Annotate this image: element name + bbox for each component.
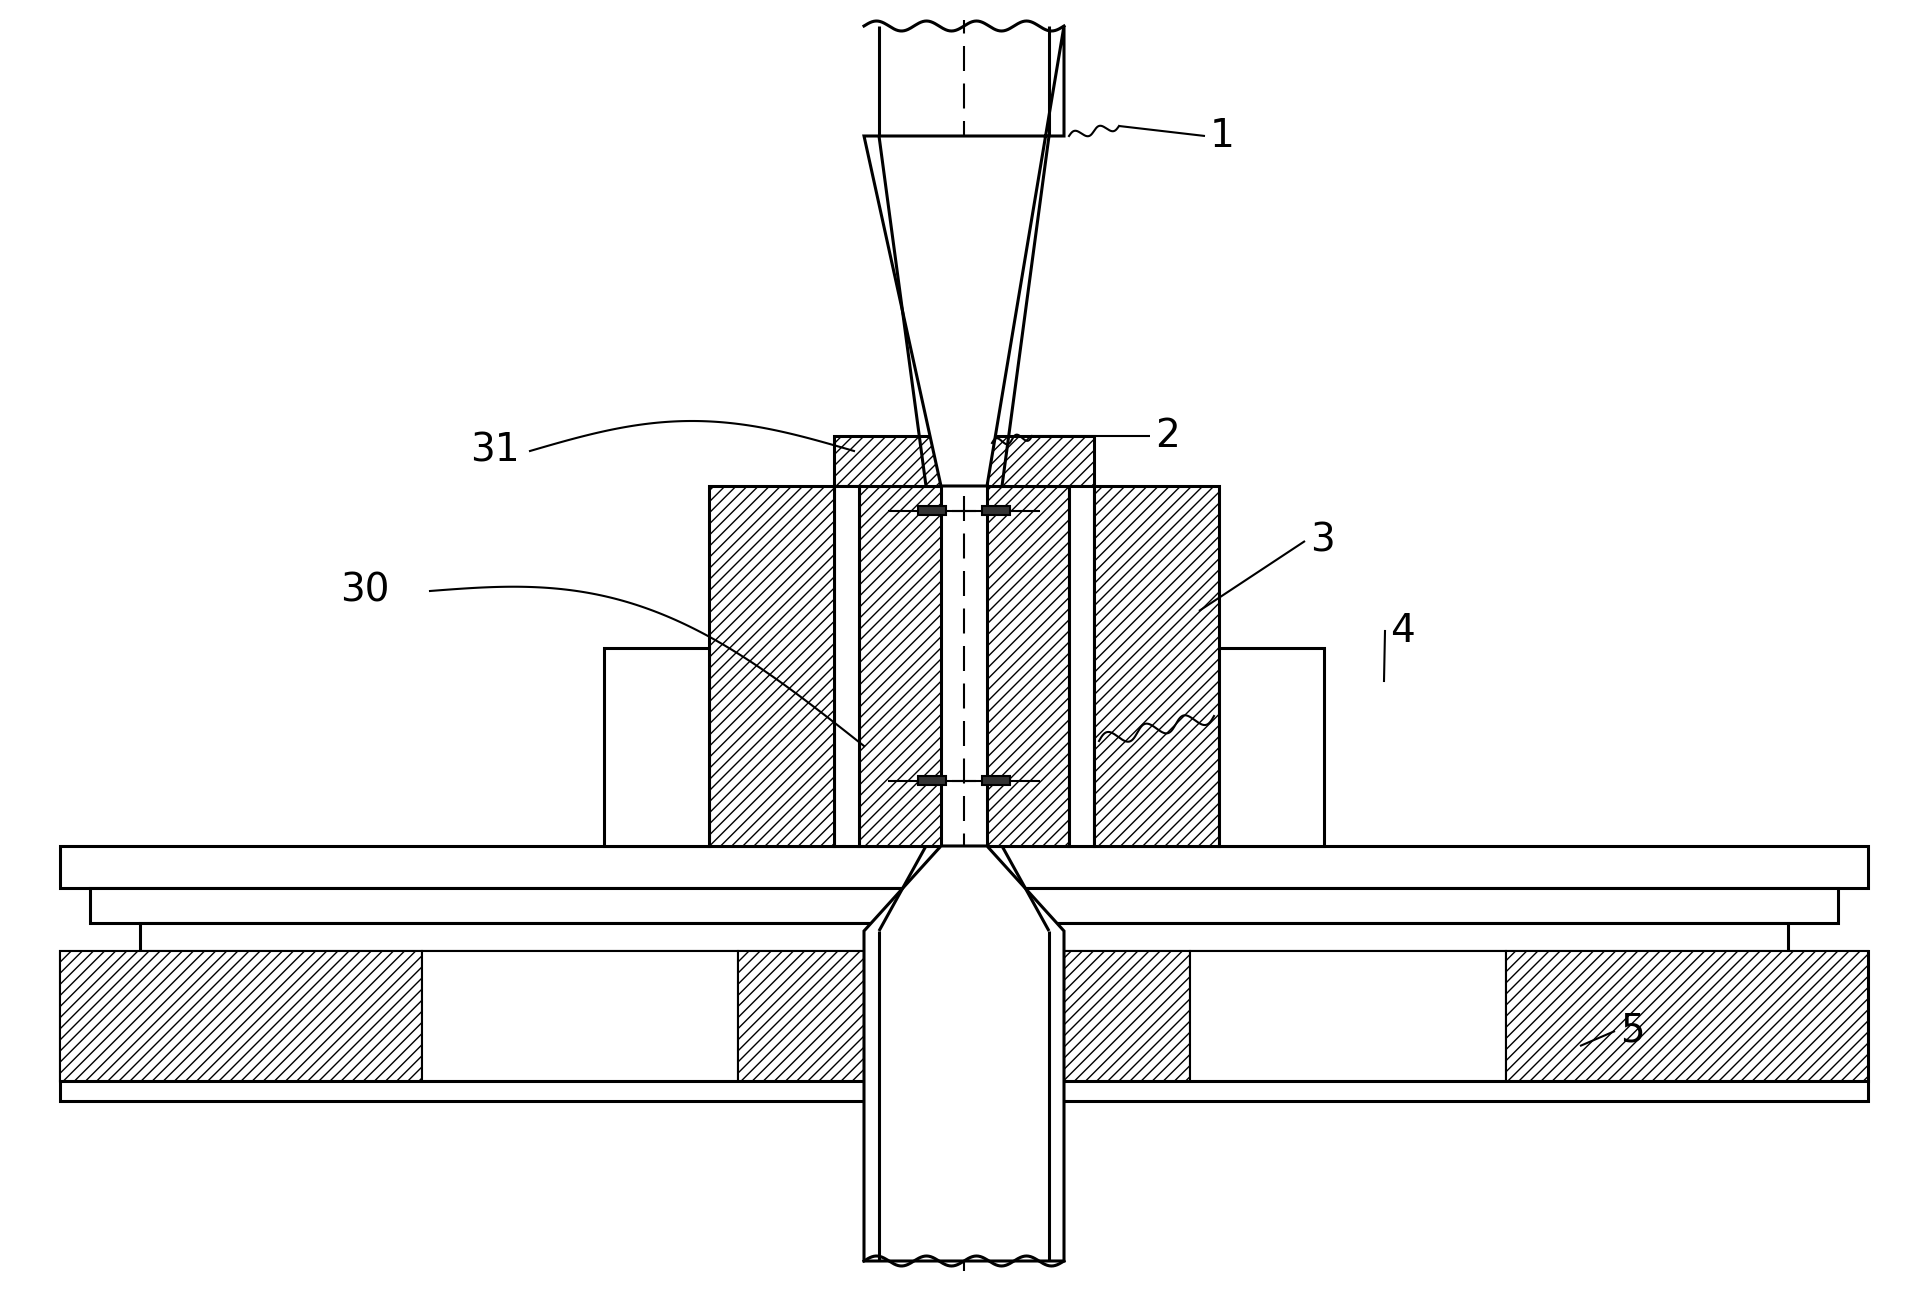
Polygon shape (864, 846, 1064, 1261)
Bar (918, 776, 947, 785)
Bar (141, 923, 1787, 951)
Bar (422, 951, 738, 1081)
Bar (860, 485, 941, 846)
Text: 1: 1 (1211, 117, 1234, 155)
Bar (1218, 648, 1325, 846)
Text: 5: 5 (1620, 1012, 1645, 1050)
Text: 31: 31 (470, 432, 521, 470)
Bar (918, 506, 947, 515)
Bar (835, 485, 860, 846)
Bar (91, 888, 1837, 923)
Bar (1093, 485, 1218, 846)
Bar (981, 506, 1010, 515)
Bar (60, 1081, 1868, 1101)
Bar (1190, 951, 1506, 1081)
Text: 30: 30 (339, 572, 389, 611)
Bar (60, 951, 1868, 1081)
Bar (1506, 951, 1868, 1081)
Bar (1068, 485, 1093, 846)
Bar (738, 951, 1190, 1081)
Bar (987, 436, 1093, 485)
Bar (60, 951, 422, 1081)
Bar (981, 776, 1010, 785)
Bar (710, 485, 835, 846)
Bar (987, 485, 1068, 846)
Text: 4: 4 (1390, 612, 1415, 649)
Bar (603, 648, 710, 846)
Bar (60, 846, 1868, 888)
Text: 3: 3 (1309, 522, 1334, 560)
Polygon shape (864, 26, 1064, 485)
Bar (835, 436, 941, 485)
Text: 2: 2 (1155, 417, 1180, 454)
